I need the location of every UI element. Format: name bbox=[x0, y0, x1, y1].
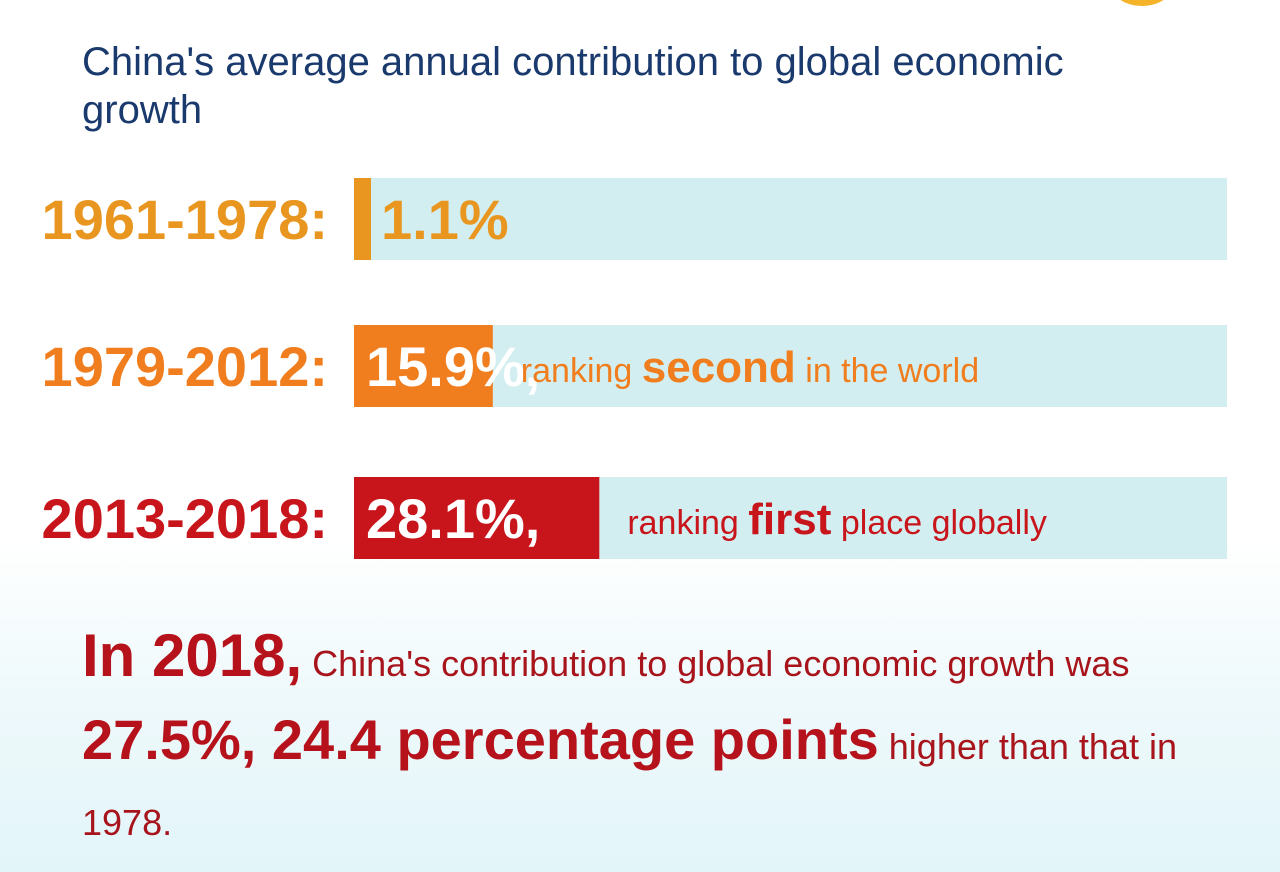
summary-highlight: 27.5%, 24.4 percentage points bbox=[82, 708, 879, 771]
summary-sentence-end: higher than that in 1978. bbox=[82, 726, 1177, 843]
chart-title: China's average annual contribution to g… bbox=[82, 40, 1064, 132]
bar-1 bbox=[354, 178, 371, 260]
bar-note-pre-3: ranking bbox=[627, 504, 748, 542]
category-label-3: 2013-2018: bbox=[42, 487, 328, 550]
value-label-3: 28.1%, bbox=[366, 487, 540, 550]
bar-note-post-3: place globally bbox=[831, 504, 1046, 542]
category-label-1: 1961-1978: bbox=[42, 188, 328, 251]
bar-2 bbox=[354, 325, 493, 407]
value-label-1: 1.1% bbox=[381, 188, 509, 251]
summary-text: In 2018, China's contribution to global … bbox=[82, 618, 1262, 861]
bar-track-3 bbox=[354, 477, 1227, 559]
summary-year: In 2018, bbox=[82, 622, 303, 689]
bar-note-post-2: in the world bbox=[796, 352, 979, 390]
summary-sentence-start: China's contribution to global economic … bbox=[302, 643, 1130, 684]
bar-note-pre-2: ranking bbox=[521, 352, 642, 390]
corner-decoration bbox=[1112, 0, 1172, 6]
bar-track-1 bbox=[354, 178, 1227, 260]
category-label-2: 1979-2012: bbox=[42, 335, 328, 398]
bar-note-strong-2: second bbox=[642, 343, 796, 392]
bar-note-2: ranking second in the world bbox=[521, 343, 979, 392]
value-label-2: 15.9%, bbox=[366, 335, 540, 398]
bar-track-2 bbox=[354, 325, 1227, 407]
bar-note-strong-3: first bbox=[748, 495, 831, 544]
bar-note-3: ranking first place globally bbox=[627, 495, 1047, 544]
bar-3 bbox=[354, 477, 600, 559]
